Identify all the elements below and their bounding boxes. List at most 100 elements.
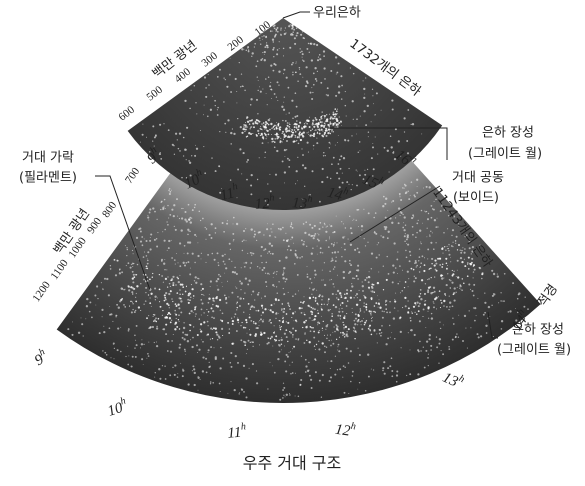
galaxy-dot [325,325,328,328]
galaxy-dot [309,193,311,196]
galaxy-dot [367,327,370,330]
galaxy-dot [441,266,444,268]
galaxy-dot [314,358,317,361]
galaxy-dot [472,307,475,309]
galaxy-dot [293,129,296,131]
galaxy-dot [263,331,266,335]
galaxy-dot [367,131,370,133]
galaxy-dot [436,217,438,219]
galaxy-dot [312,326,314,329]
galaxy-dot [363,323,366,326]
galaxy-dot [478,244,482,247]
galaxy-dot [363,302,365,304]
galaxy-dot [219,191,222,194]
galaxy-dot [314,277,315,279]
galaxy-dot [206,320,209,323]
galaxy-dot [283,32,286,36]
galaxy-dot [245,318,248,322]
galaxy-dot [164,277,168,281]
galaxy-dot [443,277,445,279]
galaxy-dot [250,262,253,264]
galaxy-dot [333,242,336,244]
galaxy-dot [335,324,338,326]
galaxy-dot [302,36,305,40]
galaxy-dot [149,237,151,239]
galaxy-dot [321,111,323,113]
galaxy-dot [169,191,172,193]
galaxy-dot [377,306,379,308]
galaxy-dot [273,303,275,305]
galaxy-dot [444,246,446,248]
galaxy-dot [249,128,251,130]
galaxy-dot [182,136,185,139]
galaxy-dot [314,67,317,70]
galaxy-dot [276,292,279,294]
hour-label: 10h [105,396,130,420]
galaxy-dot [182,261,185,264]
galaxy-dot [188,160,190,162]
galaxy-dot [371,285,373,288]
galaxy-dot [189,230,192,232]
galaxy-dot [387,273,390,275]
galaxy-dot [386,237,389,240]
galaxy-dot [296,256,299,259]
galaxy-dot [469,288,471,290]
galaxy-dot [188,323,190,325]
galaxy-dot [163,205,165,207]
galaxy-dot [222,286,224,287]
galaxy-dot [405,249,407,252]
galaxy-dot [285,393,288,396]
galaxy-dot [295,120,298,122]
galaxy-dot [103,325,105,327]
galaxy-dot [370,268,373,270]
galaxy-dot [200,330,203,333]
galaxy-dot [127,285,130,288]
galaxy-dot [174,303,177,305]
galaxy-dot [174,321,178,324]
galaxy-dot [131,355,134,358]
galaxy-dot [363,110,366,113]
galaxy-dot [299,48,301,50]
galaxy-dot [201,287,204,290]
galaxy-dot [170,279,173,282]
galaxy-dot [427,317,430,319]
galaxy-dot [300,132,304,135]
galaxy-dot [177,147,180,150]
galaxy-dot [141,236,144,238]
galaxy-dot [192,326,195,328]
hour-unit: h [269,192,275,203]
galaxy-dot [312,144,315,147]
galaxy-dot [280,325,283,328]
galaxy-dot [378,299,380,301]
galaxy-dot [282,310,285,314]
galaxy-dot [250,184,253,187]
galaxy-dot [413,216,415,218]
galaxy-dot [375,256,378,259]
galaxy-dot [253,126,255,129]
galaxy-dot [137,306,141,309]
galaxy-dot [260,331,262,334]
galaxy-dot [471,250,474,253]
galaxy-dot [347,300,349,302]
galaxy-dot [203,312,205,314]
galaxy-dot [221,319,224,322]
galaxy-dot [147,355,150,357]
galaxy-dot [411,225,414,228]
galaxy-dot [468,240,471,243]
galaxy-dot [310,327,313,329]
galaxy-dot [472,294,475,297]
galaxy-dot [444,294,447,297]
galaxy-dot [321,279,323,281]
galaxy-dot [285,313,288,315]
galaxy-dot [364,169,366,171]
galaxy-dot [146,258,148,260]
galaxy-dot [303,125,306,128]
galaxy-dot [153,136,156,139]
galaxy-dot [371,290,374,293]
galaxy-dot [182,326,186,330]
galaxy-dot [420,350,422,352]
galaxy-dot [130,264,132,266]
galaxy-dot [152,313,154,315]
galaxy-dot [304,231,307,235]
galaxy-dot [339,317,341,319]
